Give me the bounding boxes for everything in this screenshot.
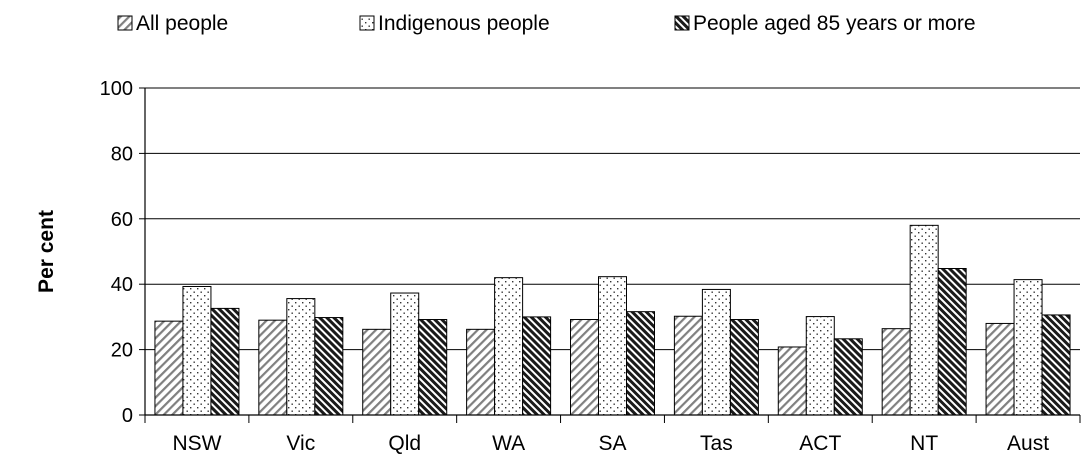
bar bbox=[1041, 314, 1071, 416]
x-category-label: Aust bbox=[1007, 432, 1049, 455]
bar bbox=[626, 311, 655, 416]
bar bbox=[390, 292, 420, 416]
y-tick-labels: 0 20 40 60 80 100 bbox=[100, 78, 133, 427]
y-tick-label: 40 bbox=[111, 274, 133, 296]
legend-item: Indigenous people bbox=[359, 12, 550, 35]
bars bbox=[154, 224, 1071, 416]
x-category-label: SA bbox=[598, 432, 626, 455]
legend-swatch bbox=[674, 15, 690, 31]
legend-swatch bbox=[117, 15, 133, 31]
y-tick-label: 80 bbox=[111, 143, 133, 165]
bar bbox=[985, 322, 1015, 416]
x-category-label: Vic bbox=[286, 432, 315, 455]
bar bbox=[210, 307, 240, 416]
bar bbox=[258, 319, 288, 416]
bar bbox=[466, 328, 496, 416]
bar bbox=[833, 338, 863, 416]
bar bbox=[182, 285, 212, 416]
bar bbox=[937, 268, 967, 416]
bar bbox=[805, 316, 835, 416]
x-category-label: NSW bbox=[172, 432, 221, 455]
y-tick-label: 100 bbox=[100, 78, 133, 100]
legend-item: All people bbox=[117, 12, 228, 35]
bar bbox=[777, 346, 807, 416]
y-axis-label: Per cent bbox=[35, 210, 58, 293]
bar bbox=[729, 319, 759, 416]
bar bbox=[701, 288, 731, 416]
bar bbox=[418, 319, 448, 416]
bar bbox=[522, 316, 552, 416]
axes bbox=[139, 87, 1081, 423]
x-category-labels: NSW Vic Qld WA SA Tas ACT NT Aust bbox=[172, 432, 1049, 455]
x-category-label: ACT bbox=[799, 432, 841, 455]
legend: All people Indigenous people People aged 8… bbox=[117, 12, 976, 35]
legend-label: Indigenous people bbox=[378, 12, 550, 35]
legend-item: People aged 85 years or more bbox=[674, 12, 976, 35]
x-category-label: Tas bbox=[700, 432, 733, 455]
y-tick-label: 20 bbox=[111, 340, 133, 362]
x-category-label: Qld bbox=[388, 432, 421, 455]
bar bbox=[494, 277, 524, 416]
bar bbox=[570, 319, 599, 416]
bar bbox=[286, 298, 316, 416]
legend-swatch bbox=[359, 15, 375, 31]
bar bbox=[314, 317, 344, 416]
bar bbox=[909, 224, 939, 416]
bar bbox=[673, 315, 703, 416]
y-tick-label: 60 bbox=[111, 209, 133, 231]
legend-label: People aged 85 years or more bbox=[693, 12, 976, 35]
bar bbox=[598, 276, 627, 416]
y-tick-label: 0 bbox=[122, 405, 133, 427]
bar bbox=[154, 320, 184, 416]
x-category-label: WA bbox=[492, 432, 525, 455]
legend-label: All people bbox=[136, 12, 228, 35]
bar bbox=[881, 328, 911, 416]
bar bbox=[362, 328, 392, 416]
x-category-label: NT bbox=[910, 432, 938, 455]
bar bbox=[1013, 279, 1043, 416]
